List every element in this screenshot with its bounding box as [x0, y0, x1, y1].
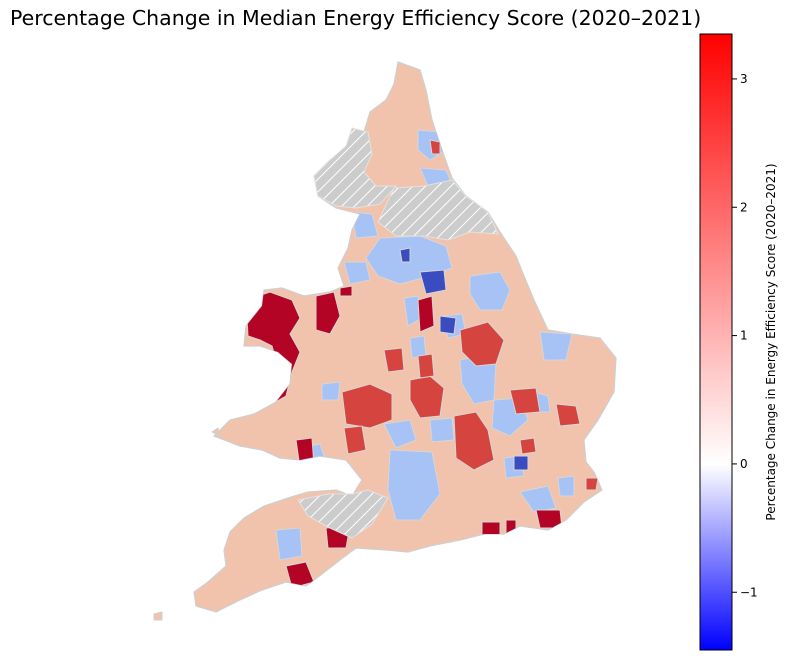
increase-regions — [341, 139, 599, 491]
england-wales-map — [153, 61, 617, 621]
no-data-regions — [297, 127, 499, 539]
strong-increase-regions — [231, 285, 563, 589]
strong-decrease-regions — [399, 247, 529, 471]
colorbar-tick-label: 2 — [740, 200, 748, 214]
colorbar-ticks: 3 2 1 0 −1 — [732, 72, 758, 599]
colorbar-gradient — [699, 33, 733, 651]
colorbar-tick-label: 3 — [740, 72, 748, 86]
colorbar-tick-label: 0 — [740, 457, 748, 471]
colorbar: 3 2 1 0 −1 Percentage Change in Energy Effic… — [699, 33, 778, 651]
colorbar-label: Percentage Change in Energy Efficiency S… — [764, 163, 778, 520]
colorbar-tick-label: 1 — [740, 329, 748, 343]
chart-title: Percentage Change in Median Energy Effic… — [10, 6, 702, 30]
colorbar-tick-label: −1 — [740, 585, 758, 599]
anglesey-fringe — [211, 427, 221, 437]
scilly-isles — [153, 611, 163, 621]
